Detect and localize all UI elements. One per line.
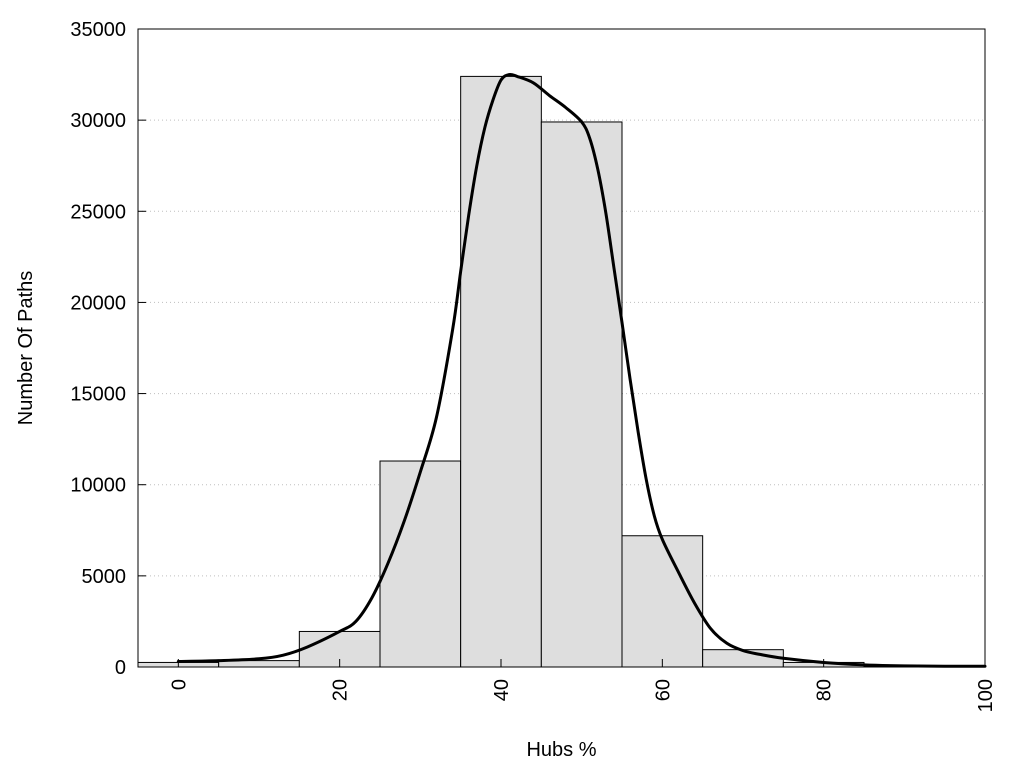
y-tick-label: 25000 [70,201,126,223]
histogram-bar [621,535,704,668]
plot-frame [137,28,986,668]
x-tick-label: 100 [975,679,997,712]
y-tick-label: 5000 [82,566,127,588]
histogram-bar [379,460,462,668]
histogram-bar [460,75,542,668]
histogram-bar [540,121,623,668]
y-tick-label: 15000 [70,384,126,406]
x-tick-label: 20 [330,679,352,701]
x-tick-label: 60 [652,679,674,701]
y-tick-label: 30000 [70,110,126,132]
x-axis-title: Hubs % [526,739,596,761]
y-tick-label: 35000 [70,19,126,41]
y-tick-label: 10000 [70,475,126,497]
histogram-bars [137,75,986,668]
x-axis-ticks: 0 20 40 60 80 100 [168,659,997,712]
density-curve-line [176,72,987,668]
y-tick-label: 0 [115,657,126,679]
histogram-bar [702,649,784,668]
x-tick-label: 80 [814,679,836,701]
density-curve [176,72,987,668]
y-axis-title: Number Of Paths [15,271,37,426]
y-tick-label: 20000 [70,292,126,314]
x-tick-label: 40 [491,679,513,701]
y-axis-ticks: 0 5000 10000 15000 20000 25000 30000 35000 [70,19,146,679]
x-tick-label: 0 [168,679,190,690]
